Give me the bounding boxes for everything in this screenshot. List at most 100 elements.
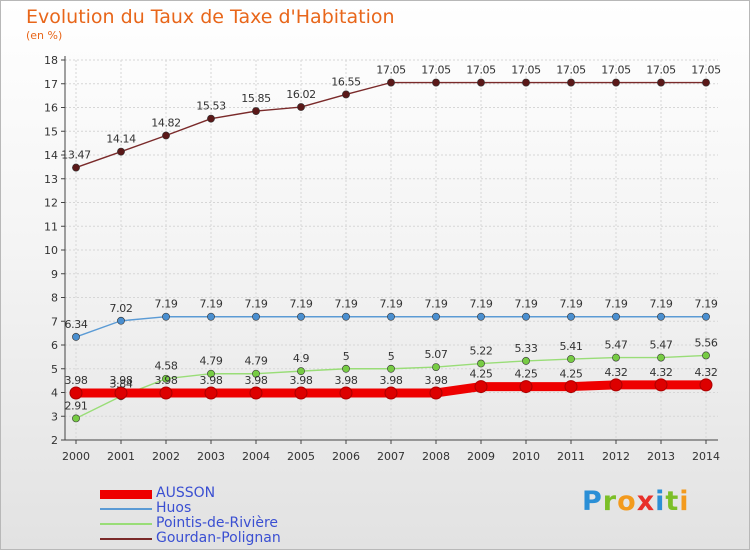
data-label-0: 3.98 <box>380 374 403 387</box>
data-point-0 <box>519 380 533 394</box>
data-label-2: 2.91 <box>65 399 88 412</box>
data-point-0 <box>654 378 668 392</box>
data-label-1: 7.19 <box>695 298 718 311</box>
data-label-0: 3.98 <box>200 374 223 387</box>
x-tick-label: 2012 <box>602 450 630 463</box>
data-point-0 <box>384 386 398 400</box>
data-label-0: 4.32 <box>650 366 673 379</box>
logo-letter: i <box>655 486 666 517</box>
data-point-2 <box>657 353 665 362</box>
data-label-1: 7.19 <box>200 298 223 311</box>
data-point-2 <box>702 351 710 360</box>
legend-swatch <box>100 489 152 499</box>
data-label-2: 3.84 <box>110 377 133 390</box>
y-tick-label: 4 <box>51 387 58 400</box>
data-label-1: 7.19 <box>245 298 268 311</box>
data-label-2: 5.33 <box>515 342 538 355</box>
x-tick-label: 2002 <box>152 450 180 463</box>
data-point-0 <box>114 386 128 400</box>
data-point-0 <box>69 386 83 400</box>
data-label-3: 17.05 <box>466 64 496 77</box>
x-tick-label: 2008 <box>422 450 450 463</box>
data-label-3: 14.14 <box>106 133 136 146</box>
y-tick-label: 7 <box>51 315 58 328</box>
chart-title: Evolution du Taux de Taxe d'Habitation <box>26 6 395 28</box>
data-point-0 <box>699 378 713 392</box>
y-tick-label: 8 <box>51 292 58 305</box>
y-tick-label: 13 <box>44 173 58 186</box>
data-label-3: 17.05 <box>421 64 451 77</box>
logo-letter: x <box>636 486 656 517</box>
x-tick-label: 2004 <box>242 450 270 463</box>
data-label-2: 4.79 <box>200 355 223 368</box>
data-label-3: 16.02 <box>286 88 316 101</box>
data-label-0: 3.98 <box>290 374 313 387</box>
data-point-1 <box>387 312 395 321</box>
data-label-1: 7.19 <box>650 298 673 311</box>
y-tick-label: 12 <box>44 197 58 210</box>
data-label-2: 5 <box>388 350 395 363</box>
y-tick-label: 16 <box>44 102 58 115</box>
data-point-1 <box>432 312 440 321</box>
proxiti-logo: Proxiti <box>582 486 690 517</box>
x-tick-label: 2009 <box>467 450 495 463</box>
x-tick-label: 2010 <box>512 450 540 463</box>
legend-label: Gourdan-Polignan <box>156 530 281 546</box>
data-label-0: 3.98 <box>245 374 268 387</box>
legend-label: Pointis-de-Rivière <box>156 515 279 531</box>
data-point-3 <box>207 114 215 123</box>
data-label-2: 5.47 <box>605 339 628 352</box>
data-label-2: 5 <box>343 350 350 363</box>
chart-subtitle: (en %) <box>26 29 63 42</box>
data-label-1: 7.19 <box>605 298 628 311</box>
data-point-0 <box>249 386 263 400</box>
data-label-1: 7.19 <box>290 298 313 311</box>
legend-label: Huos <box>156 500 192 516</box>
data-label-2: 5.47 <box>650 339 673 352</box>
data-label-0: 3.98 <box>335 374 358 387</box>
data-label-3: 17.05 <box>646 64 676 77</box>
data-point-0 <box>204 386 218 400</box>
y-tick-label: 3 <box>51 410 58 423</box>
data-point-3 <box>702 78 710 87</box>
data-point-3 <box>522 78 530 87</box>
y-tick-label: 11 <box>44 220 58 233</box>
data-point-0 <box>159 386 173 400</box>
y-tick-label: 14 <box>44 149 58 162</box>
data-label-0: 4.25 <box>560 368 583 381</box>
legend-swatch <box>100 538 152 540</box>
data-label-2: 4.9 <box>293 352 310 365</box>
logo-letter: r <box>602 486 618 517</box>
data-label-1: 7.19 <box>470 298 493 311</box>
x-tick-label: 2013 <box>647 450 675 463</box>
data-point-2 <box>297 367 305 376</box>
data-label-1: 7.19 <box>380 298 403 311</box>
data-point-1 <box>342 312 350 321</box>
data-point-2 <box>387 364 395 373</box>
data-label-2: 5.56 <box>695 336 718 349</box>
data-point-1 <box>567 312 575 321</box>
data-point-1 <box>207 312 215 321</box>
data-label-2: 4.58 <box>155 360 178 373</box>
data-label-0: 4.32 <box>695 366 718 379</box>
data-label-0: 3.98 <box>65 374 88 387</box>
data-point-1 <box>522 312 530 321</box>
data-label-3: 13.47 <box>61 149 91 162</box>
x-tick-label: 2014 <box>692 450 720 463</box>
data-label-3: 16.55 <box>331 75 361 88</box>
data-label-0: 4.25 <box>470 368 493 381</box>
data-point-1 <box>72 333 80 341</box>
logo-letter: i <box>679 486 690 517</box>
data-label-2: 5.07 <box>425 348 448 361</box>
y-tick-label: 15 <box>44 125 58 138</box>
data-label-2: 5.41 <box>560 340 583 353</box>
data-point-2 <box>72 414 80 423</box>
x-tick-label: 2011 <box>557 450 585 463</box>
logo-letter: t <box>665 486 680 517</box>
data-label-0: 3.98 <box>110 374 133 387</box>
data-label-0: 4.32 <box>605 366 628 379</box>
data-point-2 <box>432 363 440 371</box>
data-label-2: 4.79 <box>245 355 268 368</box>
